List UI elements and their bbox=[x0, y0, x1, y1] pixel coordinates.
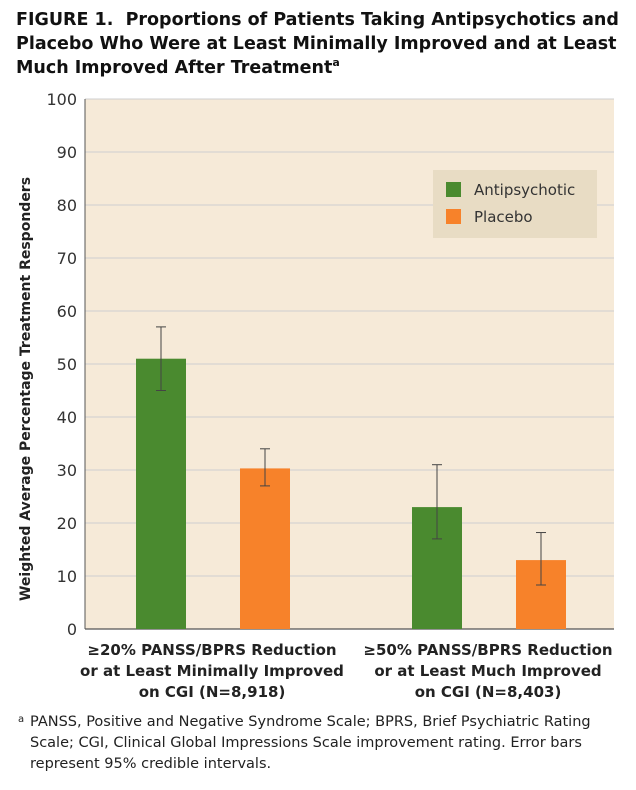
y-tick-label: 10 bbox=[57, 567, 77, 586]
footnote-marker: a bbox=[18, 714, 25, 725]
y-tick-label: 50 bbox=[57, 355, 77, 374]
y-tick-label: 60 bbox=[57, 302, 77, 321]
figure-title-text: Proportions of Patients Taking Antipsych… bbox=[16, 10, 619, 78]
bar-antipsychotic-1 bbox=[136, 358, 186, 629]
legend-label-placebo: Placebo bbox=[474, 208, 533, 226]
x-category-label: or at Least Minimally Improved bbox=[80, 662, 344, 680]
footnote-text: PANSS, Positive and Negative Syndrome Sc… bbox=[30, 714, 591, 772]
bar-chart: 0 10 20 30 40 50 60 70 80 90 100 Weighted Average P… bbox=[18, 90, 614, 700]
y-tick-label: 0 bbox=[67, 620, 77, 639]
legend-swatch-placebo bbox=[446, 209, 461, 224]
y-tick-label: 40 bbox=[57, 408, 77, 427]
y-tick-label: 100 bbox=[46, 90, 77, 109]
x-category-label: ≥50% PANSS/BPRS Reduction bbox=[363, 641, 612, 659]
legend-label-antipsychotic: Antipsychotic bbox=[474, 181, 575, 199]
x-category-label: ≥20% PANSS/BPRS Reduction bbox=[87, 641, 336, 659]
bar-placebo-1 bbox=[240, 468, 290, 629]
y-tick-label: 70 bbox=[57, 249, 77, 268]
footnote: a PANSS, Positive and Negative Syndrome … bbox=[18, 712, 623, 775]
x-category-label: on CGI (N=8,918) bbox=[139, 683, 286, 700]
y-tick-label: 90 bbox=[57, 143, 77, 162]
figure-title: FIGURE 1. Proportions of Patients Taking… bbox=[16, 8, 626, 80]
x-category-label: on CGI (N=8,403) bbox=[415, 683, 562, 700]
y-axis-label: Weighted Average Percentage Treatment Re… bbox=[18, 177, 34, 601]
y-tick-label: 80 bbox=[57, 196, 77, 215]
y-tick-label: 20 bbox=[57, 514, 77, 533]
figure-label: FIGURE 1. bbox=[16, 10, 114, 30]
figure-title-footnote-marker: a bbox=[332, 56, 340, 70]
x-category-label: or at Least Much Improved bbox=[374, 662, 601, 680]
y-tick-label: 30 bbox=[57, 461, 77, 480]
legend-swatch-antipsychotic bbox=[446, 182, 461, 197]
legend-box bbox=[433, 170, 597, 238]
